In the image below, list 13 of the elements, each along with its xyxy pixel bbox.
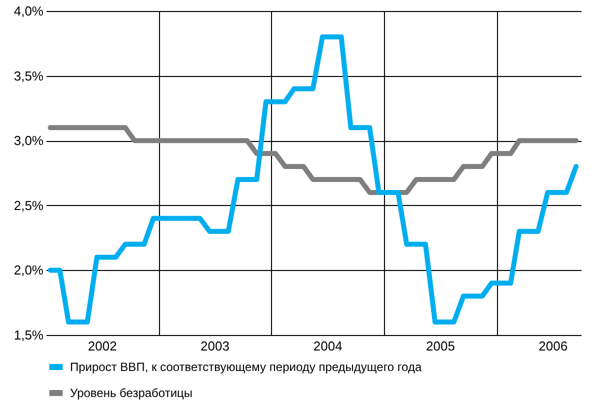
y-tick-label: 2,5% (14, 198, 44, 213)
x-tick-label: 2005 (426, 338, 455, 354)
y-tick-label: 3,0% (14, 133, 44, 148)
x-tick-label: 2003 (200, 338, 230, 354)
legend-label: Уровень безработицы (70, 386, 193, 400)
legend-label: Прирост ВВП, к соответствующему периоду предыдущего года (70, 360, 422, 374)
y-tick-label: 4,0% (14, 4, 44, 18)
y-tick-label: 1,5% (14, 328, 44, 342)
x-tick-label: 2004 (313, 338, 342, 354)
y-tick-label: 3,5% (14, 68, 44, 84)
x-tick-label: 2006 (538, 338, 568, 354)
y-tick-label: 2,0% (14, 262, 44, 278)
x-tick-label: 2002 (88, 338, 117, 354)
